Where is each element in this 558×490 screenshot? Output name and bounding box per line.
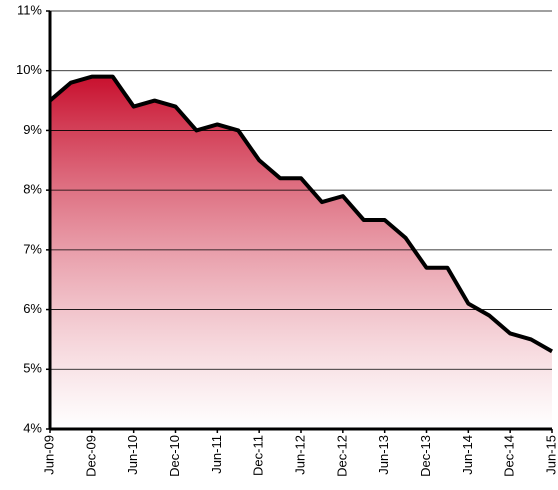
- x-tick-label: Dec-09: [83, 435, 98, 477]
- x-tick-label: Jun-10: [125, 435, 140, 475]
- y-tick-label: 11%: [17, 2, 42, 17]
- x-tick-label: Dec-13: [418, 435, 433, 477]
- area-fill: [50, 76, 552, 429]
- x-tick-label: Jun-12: [292, 435, 307, 475]
- x-tick-label: Dec-11: [251, 435, 266, 476]
- x-tick-label: Jun-09: [41, 435, 56, 475]
- y-tick-label: 9%: [23, 122, 42, 137]
- line: [48, 74, 553, 354]
- x-tick-label: Jun-15: [543, 435, 558, 475]
- y-tick-label: 6%: [23, 301, 42, 316]
- y-tick-label: 10%: [16, 62, 42, 77]
- x-tick-label: Jun-14: [460, 435, 475, 475]
- y-tick-label: 8%: [23, 182, 42, 197]
- y-tick-label: 5%: [23, 361, 42, 376]
- x-tick-label: Jun-11: [209, 435, 224, 474]
- y-tick-label: 7%: [23, 241, 42, 256]
- x-tick-label: Dec-12: [334, 435, 349, 477]
- y-tick-label: 4%: [23, 420, 42, 435]
- x-tick-label: Dec-14: [502, 435, 517, 477]
- x-tick-label: Jun-13: [376, 435, 391, 475]
- x-tick-label: Dec-10: [167, 435, 182, 477]
